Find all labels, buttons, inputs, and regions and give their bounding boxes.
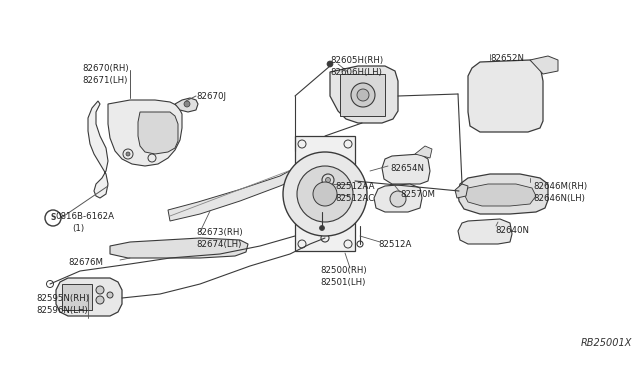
Polygon shape bbox=[330, 66, 398, 123]
Text: 82501(LH): 82501(LH) bbox=[320, 278, 365, 287]
Text: 82671(LH): 82671(LH) bbox=[82, 76, 127, 85]
Polygon shape bbox=[374, 184, 422, 212]
Bar bbox=[340, 74, 385, 116]
Polygon shape bbox=[530, 56, 558, 74]
Text: 82673(RH): 82673(RH) bbox=[196, 228, 243, 237]
Text: 82670J: 82670J bbox=[196, 92, 226, 101]
Bar bbox=[62, 284, 92, 310]
Text: 82512AC: 82512AC bbox=[335, 194, 374, 203]
Circle shape bbox=[297, 166, 353, 222]
Polygon shape bbox=[175, 98, 198, 112]
Circle shape bbox=[322, 174, 334, 186]
Circle shape bbox=[96, 296, 104, 304]
Polygon shape bbox=[464, 184, 536, 206]
Circle shape bbox=[319, 225, 324, 231]
Text: S: S bbox=[51, 214, 56, 222]
Polygon shape bbox=[458, 174, 548, 214]
Circle shape bbox=[126, 152, 130, 156]
Text: 82676M: 82676M bbox=[68, 258, 103, 267]
Circle shape bbox=[326, 177, 330, 183]
Polygon shape bbox=[468, 60, 543, 132]
Text: 82646N(LH): 82646N(LH) bbox=[533, 194, 585, 203]
Circle shape bbox=[313, 182, 337, 206]
Circle shape bbox=[283, 152, 367, 236]
Text: 82606H(LH): 82606H(LH) bbox=[330, 68, 382, 77]
Text: 82640N: 82640N bbox=[495, 226, 529, 235]
Text: 82595N(RH): 82595N(RH) bbox=[36, 294, 89, 303]
Polygon shape bbox=[108, 100, 182, 166]
Text: 82512AA: 82512AA bbox=[335, 182, 374, 191]
Circle shape bbox=[351, 83, 375, 107]
Circle shape bbox=[107, 292, 113, 298]
Text: 82570M: 82570M bbox=[400, 190, 435, 199]
Polygon shape bbox=[88, 101, 108, 198]
Circle shape bbox=[390, 191, 406, 207]
Polygon shape bbox=[138, 112, 178, 154]
Text: 82500(RH): 82500(RH) bbox=[320, 266, 367, 275]
Text: 82670(RH): 82670(RH) bbox=[82, 64, 129, 73]
Text: 82605H(RH): 82605H(RH) bbox=[330, 56, 383, 65]
Text: 82512A: 82512A bbox=[378, 240, 412, 249]
Circle shape bbox=[96, 286, 104, 294]
Text: 82652N: 82652N bbox=[490, 54, 524, 63]
Text: RB25001X: RB25001X bbox=[580, 338, 632, 348]
Polygon shape bbox=[455, 184, 468, 198]
Text: 82674(LH): 82674(LH) bbox=[196, 240, 241, 249]
Text: 0816B-6162A: 0816B-6162A bbox=[55, 212, 114, 221]
Text: 82654N: 82654N bbox=[390, 164, 424, 173]
Polygon shape bbox=[382, 154, 430, 184]
Circle shape bbox=[184, 101, 190, 107]
Circle shape bbox=[357, 89, 369, 101]
Polygon shape bbox=[168, 148, 322, 221]
Text: (1): (1) bbox=[72, 224, 84, 233]
Text: 82596N(LH): 82596N(LH) bbox=[36, 306, 88, 315]
Polygon shape bbox=[110, 238, 248, 258]
Circle shape bbox=[327, 61, 333, 67]
Polygon shape bbox=[415, 146, 432, 158]
Polygon shape bbox=[56, 278, 122, 316]
Bar bbox=[295, 136, 355, 251]
Text: 82646M(RH): 82646M(RH) bbox=[533, 182, 587, 191]
Polygon shape bbox=[458, 219, 512, 244]
